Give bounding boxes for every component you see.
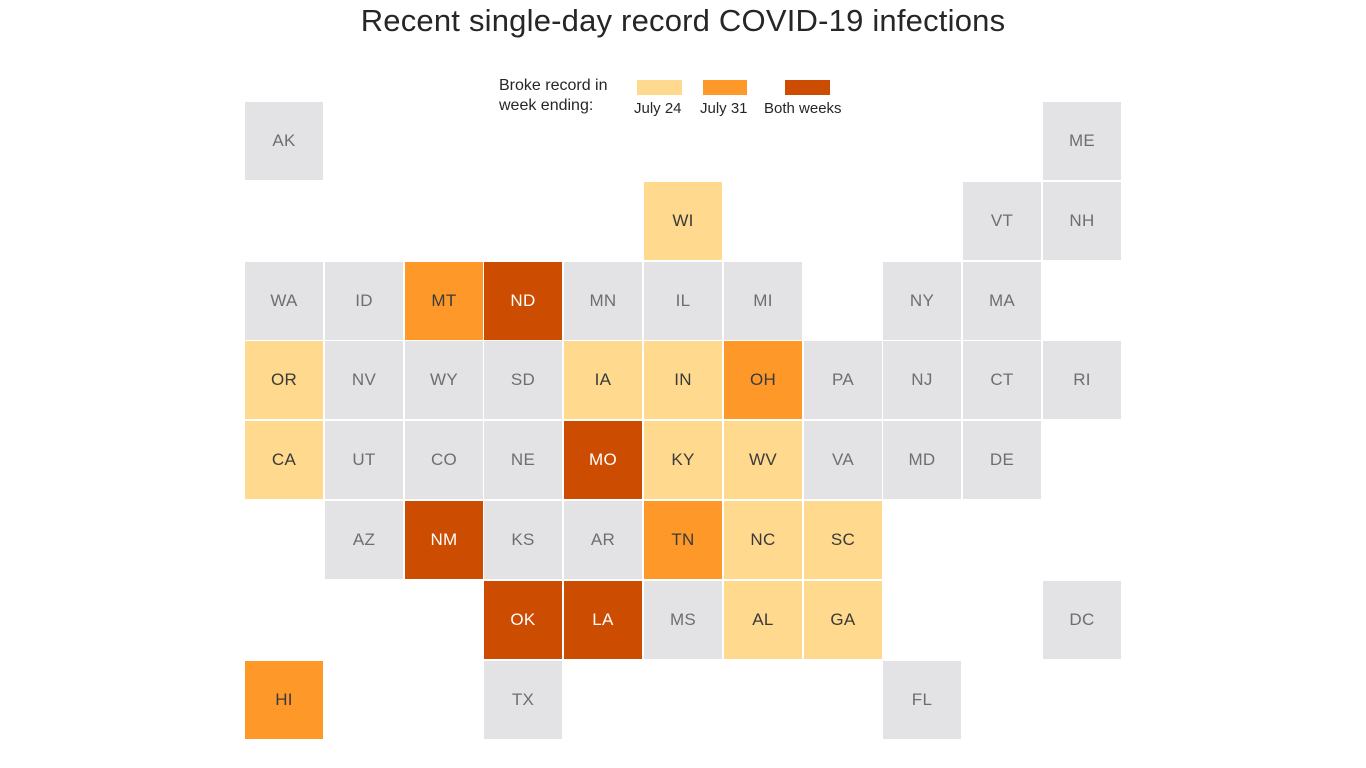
legend-label-july-31: July 31 — [700, 100, 748, 117]
state-tile-az: AZ — [325, 501, 403, 579]
chart-title: Recent single-day record COVID-19 infect… — [360, 3, 1006, 38]
state-tile-fl: FL — [883, 661, 961, 739]
state-tile-nh: NH — [1043, 182, 1121, 260]
legend-label-july-24: July 24 — [634, 100, 682, 117]
state-tile-tx: TX — [484, 661, 562, 739]
state-tile-id: ID — [325, 262, 403, 340]
state-tile-ok: OK — [484, 581, 562, 659]
state-tile-sd: SD — [484, 341, 562, 419]
state-tile-ak: AK — [245, 102, 323, 180]
state-tile-hi: HI — [245, 661, 323, 739]
state-tile-ma: MA — [963, 262, 1041, 340]
state-tile-ia: IA — [564, 341, 642, 419]
state-tile-nj: NJ — [883, 341, 961, 419]
state-tile-vt: VT — [963, 182, 1041, 260]
legend-title-line2: week ending: — [499, 97, 594, 114]
state-tile-dc: DC — [1043, 581, 1121, 659]
state-tile-tn: TN — [644, 501, 722, 579]
state-tile-ut: UT — [325, 421, 403, 499]
state-tile-ks: KS — [484, 501, 562, 579]
state-tile-or: OR — [245, 341, 323, 419]
state-tile-al: AL — [724, 581, 802, 659]
state-tile-la: LA — [564, 581, 642, 659]
state-tile-ms: MS — [644, 581, 722, 659]
state-tile-ri: RI — [1043, 341, 1121, 419]
state-tile-ar: AR — [564, 501, 642, 579]
state-tile-mn: MN — [564, 262, 642, 340]
legend-swatch-july-24 — [637, 80, 682, 95]
state-tile-mi: MI — [724, 262, 802, 340]
state-tile-wi: WI — [644, 182, 722, 260]
state-tile-mo: MO — [564, 421, 642, 499]
state-tile-nm: NM — [405, 501, 483, 579]
state-tile-wy: WY — [405, 341, 483, 419]
state-tile-nc: NC — [724, 501, 802, 579]
state-tile-wa: WA — [245, 262, 323, 340]
state-tile-ky: KY — [644, 421, 722, 499]
state-tile-ga: GA — [804, 581, 882, 659]
state-tile-md: MD — [883, 421, 961, 499]
state-tile-wv: WV — [724, 421, 802, 499]
state-tile-nv: NV — [325, 341, 403, 419]
state-tile-va: VA — [804, 421, 882, 499]
legend-item-july-31: July 31 — [700, 80, 748, 117]
state-tile-ny: NY — [883, 262, 961, 340]
state-tile-in: IN — [644, 341, 722, 419]
legend-item-july-24: July 24 — [634, 80, 682, 117]
state-tile-ne: NE — [484, 421, 562, 499]
state-tile-mt: MT — [405, 262, 483, 340]
state-tile-sc: SC — [804, 501, 882, 579]
state-tile-oh: OH — [724, 341, 802, 419]
legend-label-both-weeks: Both weeks — [764, 100, 842, 117]
state-tile-pa: PA — [804, 341, 882, 419]
legend-item-both-weeks: Both weeks — [764, 80, 842, 117]
state-tile-de: DE — [963, 421, 1041, 499]
legend-title: Broke record in week ending: — [499, 76, 634, 116]
state-tile-co: CO — [405, 421, 483, 499]
legend-swatch-both-weeks — [785, 80, 830, 95]
state-tile-me: ME — [1043, 102, 1121, 180]
legend-swatch-july-31 — [703, 80, 747, 95]
state-tile-nd: ND — [484, 262, 562, 340]
state-tile-ct: CT — [963, 341, 1041, 419]
legend-title-line1: Broke record in — [499, 77, 608, 94]
state-tile-ca: CA — [245, 421, 323, 499]
state-tile-il: IL — [644, 262, 722, 340]
